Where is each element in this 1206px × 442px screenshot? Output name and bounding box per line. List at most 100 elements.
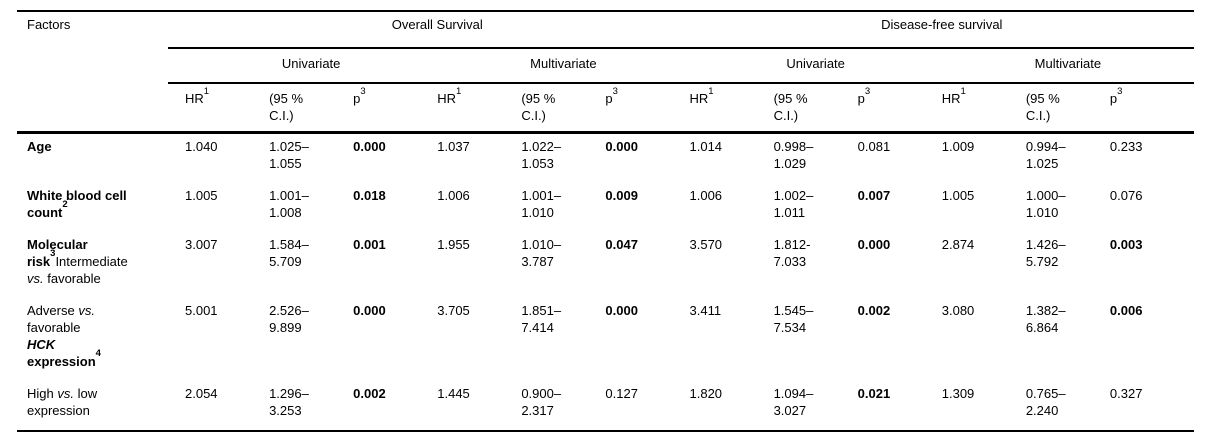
cell-ci: 1.025– 1.055 bbox=[269, 138, 309, 171]
cell-p: 0.006 bbox=[1109, 302, 1143, 318]
rule-line bbox=[168, 47, 1194, 49]
cell-p: 0.009 bbox=[605, 187, 638, 203]
label-text-part: risk bbox=[27, 253, 51, 269]
superscript-footnote-marker: 1 bbox=[456, 85, 462, 97]
column-header-p: p3 bbox=[857, 85, 871, 106]
subgroup-header-univariate-os: Univariate bbox=[281, 56, 341, 71]
cell-hr: 1.014 bbox=[689, 138, 723, 154]
cell-ci: 1.001– 1.008 bbox=[269, 187, 309, 220]
cell-ci: 1.851– 7.414 bbox=[521, 302, 562, 335]
cell-hr: 3.080 bbox=[941, 302, 975, 318]
table-body: Age 1.040 1.025– 1.055 0.000 1.037 1.022– 1.0… bbox=[17, 134, 1194, 430]
cell-ci: 0.998– 1.029 bbox=[773, 138, 814, 171]
cell-p: 0.327 bbox=[1109, 385, 1143, 401]
group-header-overall-survival: Overall Survival bbox=[391, 17, 483, 32]
cell-p: 0.002 bbox=[857, 302, 891, 318]
cell-p: 0.000 bbox=[605, 302, 638, 318]
group-header-row: Factors Overall Survival Disease-free su… bbox=[17, 12, 1194, 47]
superscript-footnote-marker: 2 bbox=[62, 199, 68, 211]
cell-p: 0.001 bbox=[353, 236, 386, 252]
cell-hr: 3.570 bbox=[689, 236, 723, 252]
table-row: Adverse vs. favorable HCK expression4 5.0… bbox=[17, 298, 1194, 381]
superscript-footnote-marker: 1 bbox=[203, 85, 210, 97]
table-row: High vs. low expression 2.054 1.296– 3.253… bbox=[17, 381, 1194, 430]
cell-hr: 1.006 bbox=[689, 187, 723, 203]
cell-ci: 1.022– 1.053 bbox=[521, 138, 562, 171]
column-header-row: HR1 (95 % C.I.) p3 HR1 (95 % C.I.) p3 HR1 (95 %… bbox=[17, 84, 1194, 131]
cell-hr: 1.040 bbox=[185, 138, 218, 154]
cell-hr: 1.006 bbox=[437, 187, 470, 203]
cell-hr: 3.007 bbox=[185, 236, 218, 252]
cell-hr: 1.820 bbox=[689, 385, 723, 401]
subgroup-underline-rule bbox=[17, 82, 1194, 84]
cell-ci: 1.001– 1.010 bbox=[521, 187, 562, 220]
cell-ci: 1.812- 7.033 bbox=[773, 236, 811, 269]
cell-hr: 1.005 bbox=[941, 187, 975, 203]
column-header-ci: (95 % C.I.) bbox=[269, 91, 304, 123]
table-row: White blood cell count2 1.005 1.001– 1.008… bbox=[17, 183, 1194, 232]
cell-hr: 2.874 bbox=[941, 236, 975, 252]
subgroup-header-multivariate-dfs: Multivariate bbox=[1034, 56, 1102, 71]
cell-p: 0.000 bbox=[353, 138, 386, 154]
column-header-hr: HR1 bbox=[689, 85, 714, 106]
rule-spacer bbox=[17, 47, 168, 49]
superscript-footnote-marker: 1 bbox=[960, 85, 966, 97]
superscript-footnote-marker: 1 bbox=[708, 85, 714, 97]
superscript-footnote-marker: 3 bbox=[1117, 85, 1123, 97]
cell-hr: 3.411 bbox=[689, 302, 722, 318]
cell-ci: 0.765– 2.240 bbox=[1025, 385, 1066, 418]
cell-p: 0.076 bbox=[1109, 187, 1143, 203]
header-body-divider-rule bbox=[17, 131, 1194, 134]
group-header-disease-free-survival: Disease-free survival bbox=[881, 17, 1003, 32]
cell-p: 0.007 bbox=[857, 187, 891, 203]
bottom-rule bbox=[17, 429, 1194, 432]
group-underline-rule bbox=[17, 47, 1194, 49]
label-text-part: vs. bbox=[57, 385, 74, 401]
cell-ci: 1.426– 5.792 bbox=[1025, 236, 1066, 269]
superscript-footnote-marker: 3 bbox=[50, 248, 56, 260]
cell-ci: 1.382– 6.864 bbox=[1025, 302, 1066, 335]
cell-hr: 1.009 bbox=[941, 138, 975, 154]
superscript-footnote-marker: 3 bbox=[360, 85, 366, 97]
factor-label: Molecular risk3Intermediate vs. favorabl… bbox=[27, 236, 128, 286]
subgroup-header-multivariate-os: Multivariate bbox=[530, 56, 597, 71]
cell-hr: 1.005 bbox=[185, 187, 218, 203]
subgroup-header-row: Univariate Multivariate Univariate Multivar… bbox=[17, 49, 1194, 82]
rule-spacer bbox=[17, 82, 168, 84]
cell-ci: 1.545– 7.534 bbox=[773, 302, 814, 335]
cell-hr: 2.054 bbox=[185, 385, 218, 401]
factors-header: Factors bbox=[27, 17, 71, 32]
cell-p: 0.003 bbox=[1109, 236, 1143, 252]
cell-p: 0.127 bbox=[605, 385, 638, 401]
cell-hr: 1.445 bbox=[437, 385, 470, 401]
rule-line bbox=[168, 82, 1194, 84]
column-header-ci: (95 % C.I.) bbox=[1025, 91, 1060, 123]
label-text-part: White blood cell bbox=[27, 187, 127, 203]
cell-p: 0.233 bbox=[1109, 138, 1143, 154]
cell-p: 0.000 bbox=[857, 236, 891, 252]
cell-p: 0.018 bbox=[353, 187, 386, 203]
superscript-footnote-marker: 4 bbox=[95, 348, 101, 360]
factor-label: Age bbox=[17, 138, 185, 155]
top-rule bbox=[17, 10, 1194, 12]
table-row: Molecular risk3Intermediate vs. favorabl… bbox=[17, 232, 1194, 298]
column-header-p: p3 bbox=[1109, 85, 1123, 106]
cell-ci: 1.094– 3.027 bbox=[773, 385, 814, 418]
cell-hr: 5.001 bbox=[185, 302, 218, 318]
cell-hr: 1.309 bbox=[941, 385, 975, 401]
label-text-part: Molecular bbox=[27, 236, 88, 252]
column-header-hr: HR1 bbox=[437, 85, 462, 106]
superscript-footnote-marker: 3 bbox=[864, 85, 871, 97]
cell-p: 0.081 bbox=[857, 138, 891, 154]
superscript-footnote-marker: 3 bbox=[612, 85, 618, 97]
label-text-part: HCK bbox=[27, 336, 56, 352]
cell-ci: 1.010– 3.787 bbox=[521, 236, 562, 269]
cell-p: 0.000 bbox=[605, 138, 638, 154]
factor-label: Adverse vs. favorable HCK expression4 bbox=[27, 302, 101, 369]
column-header-p: p3 bbox=[605, 85, 618, 106]
cell-ci: 2.526– 9.899 bbox=[269, 302, 309, 335]
cell-ci: 1.584– 5.709 bbox=[269, 236, 309, 269]
column-header-hr: HR1 bbox=[941, 85, 966, 106]
cell-p: 0.021 bbox=[857, 385, 891, 401]
cell-p: 0.002 bbox=[353, 385, 386, 401]
